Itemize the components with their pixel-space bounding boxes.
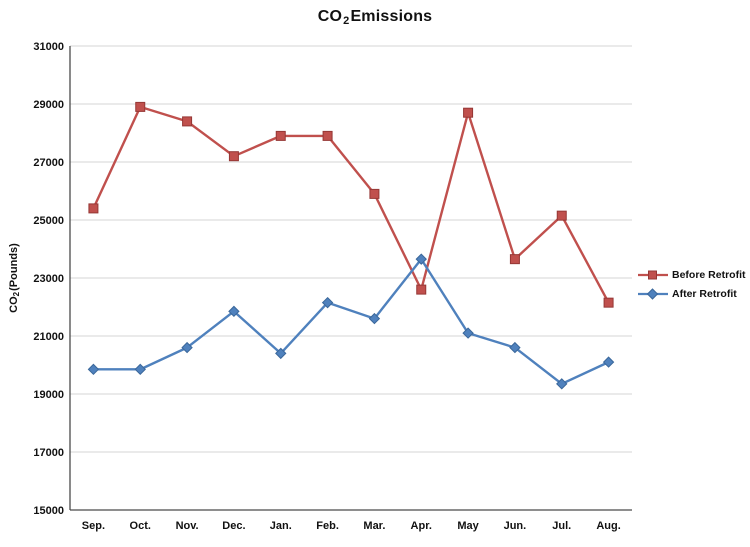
x-tick-label: May (457, 520, 479, 532)
data-point-marker (134, 363, 146, 376)
y-axis-title: CO 2 (Pounds) (8, 198, 28, 358)
data-point-marker (415, 253, 427, 265)
legend-entry-before-retrofit[interactable]: Before Retrofit (637, 268, 749, 282)
x-tick-label: Oct. (130, 520, 151, 532)
y-tick-label: 15000 (33, 505, 64, 517)
x-tick-label: Mar. (363, 520, 385, 532)
data-point-marker (275, 347, 287, 360)
series-line (92, 105, 610, 304)
data-point-marker (135, 101, 146, 112)
data-point-marker (321, 296, 334, 309)
chart-title: CO 2 Emissions (0, 8, 750, 34)
y-axis-title-suffix: (Pounds) (8, 243, 20, 291)
legend-label-before-retrofit: Before Retrofit (672, 269, 746, 281)
legend-entry-after-retrofit[interactable]: After Retrofit (637, 287, 749, 301)
y-tick-label: 25000 (33, 215, 64, 227)
chart-title-suffix: Emissions (350, 8, 433, 25)
data-point-marker (88, 203, 99, 214)
data-point-marker (556, 378, 568, 390)
y-tick-label: 19000 (33, 389, 64, 401)
y-tick-label: 21000 (33, 331, 64, 343)
data-point-marker (603, 297, 614, 308)
series-line (93, 257, 610, 386)
y-axis-title-prefix: CO (8, 296, 20, 313)
data-point-marker (368, 312, 381, 325)
y-tick-label: 17000 (33, 447, 64, 459)
data-point-marker (462, 327, 474, 339)
data-point-marker (556, 210, 567, 221)
data-point-marker (463, 107, 474, 118)
data-point-marker (322, 130, 333, 141)
x-tick-label: Apr. (411, 520, 432, 532)
data-point-marker (602, 356, 615, 368)
y-tick-label: 31000 (33, 41, 64, 53)
data-point-marker (509, 254, 520, 265)
data-point-marker (275, 130, 286, 141)
data-point-marker (228, 305, 240, 318)
legend-marker-diamond-icon (638, 288, 668, 300)
data-point-marker (228, 151, 239, 162)
x-tick-label: Feb. (316, 520, 339, 532)
data-point-marker (416, 284, 427, 295)
x-tick-label: Dec. (222, 520, 245, 532)
legend-marker-square-icon (638, 270, 668, 280)
x-tick-label: Jun. (504, 520, 527, 532)
data-point-marker (369, 188, 380, 199)
y-tick-label: 29000 (33, 99, 64, 111)
x-tick-label: Sep. (82, 520, 105, 532)
data-point-marker (182, 116, 193, 127)
data-point-marker (181, 341, 193, 354)
x-tick-label: Nov. (176, 520, 199, 532)
chart-title-subscript: 2 (343, 15, 350, 27)
chart-legend: Before Retrofit After Retrofit (637, 268, 749, 301)
data-point-marker (87, 363, 100, 376)
chart-title-prefix: CO (317, 8, 343, 25)
legend-label-after-retrofit: After Retrofit (672, 288, 737, 300)
x-tick-label: Aug. (596, 520, 620, 532)
y-tick-label: 23000 (33, 273, 64, 285)
data-point-marker (509, 341, 521, 354)
x-tick-label: Jul. (552, 520, 571, 532)
y-axis-title-subscript: 2 (12, 291, 21, 297)
y-tick-label: 27000 (33, 157, 64, 169)
x-tick-label: Jan. (270, 520, 292, 532)
